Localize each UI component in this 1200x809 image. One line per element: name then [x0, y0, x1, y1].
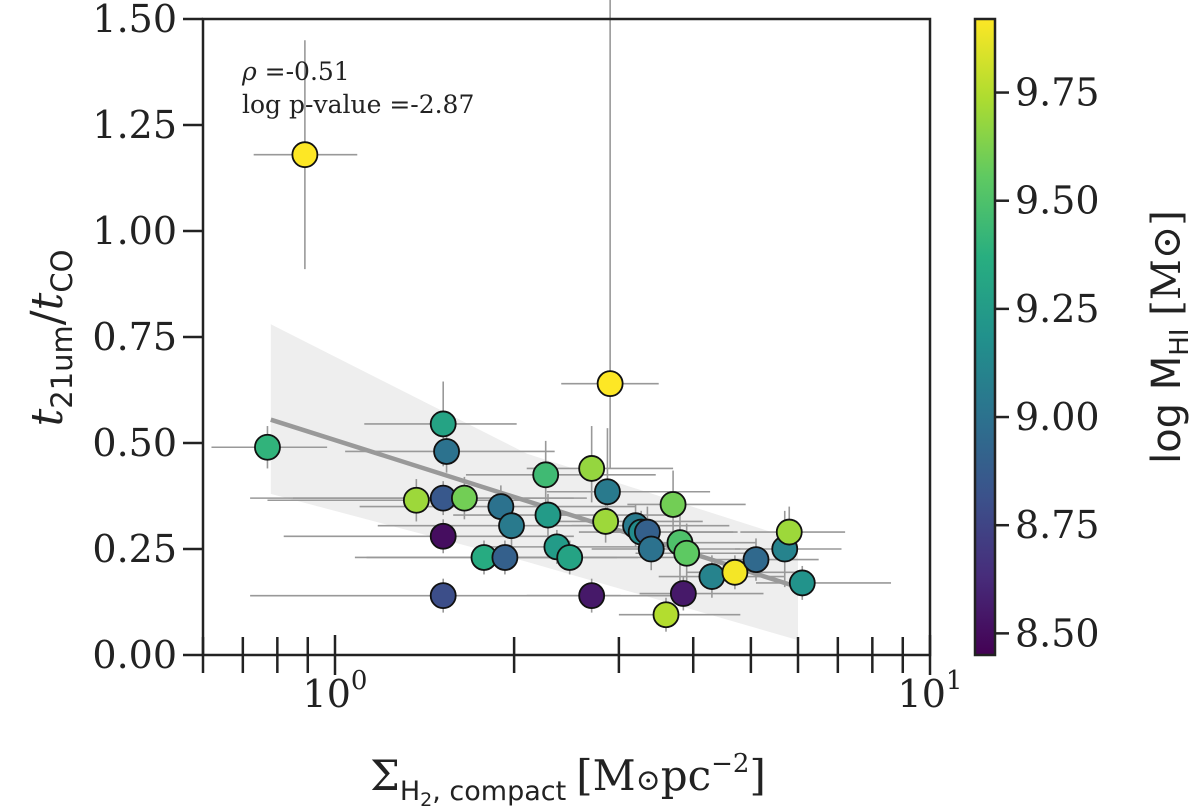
y-axis-label: t21um/tCO	[22, 250, 79, 427]
data-point	[254, 433, 281, 461]
data-point	[673, 539, 701, 567]
data-point	[491, 544, 519, 571]
data-point	[775, 518, 803, 546]
data-point	[659, 491, 687, 518]
pvalue-annotation: log p-value =-2.87	[242, 90, 474, 119]
colorbar-gradient	[973, 17, 997, 657]
data-point	[742, 546, 770, 573]
x-axis-label: ΣH2, compact [M⊙pc−2]	[370, 749, 766, 809]
fit-line	[270, 417, 799, 590]
y-tick-label: 0.50	[92, 421, 177, 465]
data-point	[451, 484, 478, 512]
data-point	[594, 478, 621, 506]
points-layer	[254, 141, 816, 629]
data-point	[498, 512, 525, 540]
data-point	[402, 486, 430, 514]
data-point	[429, 582, 457, 610]
x-tick-label: 101	[898, 666, 963, 716]
data-point	[291, 141, 319, 169]
data-point	[698, 563, 726, 590]
x-tick-label: 100	[303, 666, 368, 716]
colorbar-label: log MHI [M⊙]	[1144, 210, 1195, 464]
confidence-band-layer	[270, 324, 799, 641]
data-point	[578, 455, 606, 482]
colorbar-tick-label: 9.75	[1015, 71, 1100, 115]
data-point	[596, 370, 624, 398]
y-tick-label: 1.50	[92, 0, 177, 41]
data-point	[429, 522, 457, 550]
colorbar-tick-label: 9.50	[1015, 179, 1100, 223]
rho-annotation: ρ =-0.51	[241, 57, 350, 86]
annotation: ρ =-0.51 log p-value =-2.87	[241, 57, 474, 119]
colorbar: 8.50 8.75 9.00 9.25 9.50 9.75 log MHI [M⊙]	[973, 17, 1195, 657]
y-tick-label: 0.75	[92, 315, 177, 359]
data-point	[788, 569, 816, 597]
data-point	[534, 501, 562, 529]
data-point	[637, 535, 665, 563]
x-axis: 100 101	[201, 635, 963, 716]
data-point	[532, 461, 560, 489]
y-tick-label: 0.25	[92, 527, 177, 571]
colorbar-tick-label: 9.00	[1015, 395, 1100, 439]
data-point	[669, 580, 697, 607]
data-point	[429, 410, 457, 438]
y-tick-label: 1.00	[92, 209, 177, 253]
data-point	[652, 601, 680, 629]
fit-line-layer	[270, 417, 799, 590]
data-point	[592, 508, 620, 535]
data-point	[578, 582, 606, 610]
colorbar-tick-label: 8.75	[1015, 503, 1100, 547]
y-axis: 0.00 0.25 0.50 0.75 1.00 1.25 1.50	[92, 0, 203, 677]
data-point	[433, 438, 460, 465]
colorbar-ticks: 8.50 8.75 9.00 9.25 9.50 9.75	[995, 71, 1100, 655]
y-tick-label: 1.25	[92, 103, 177, 147]
data-point	[556, 544, 584, 571]
y-tick-label: 0.00	[92, 633, 177, 677]
colorbar-tick-label: 9.25	[1015, 287, 1100, 331]
confidence-band	[270, 324, 799, 641]
data-point	[721, 558, 749, 586]
colorbar-tick-label: 8.50	[1015, 611, 1100, 655]
